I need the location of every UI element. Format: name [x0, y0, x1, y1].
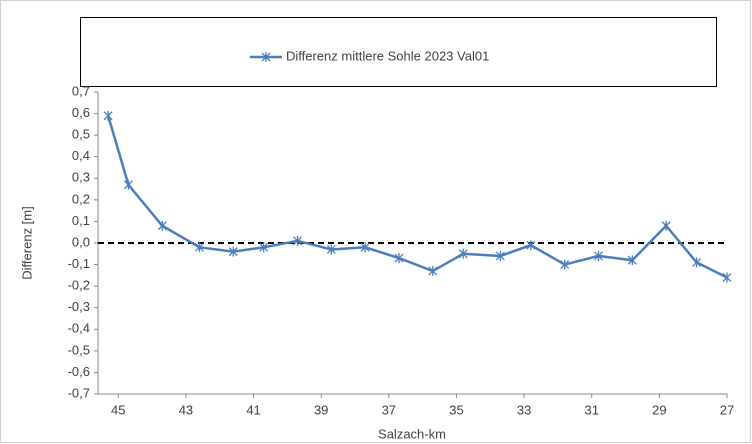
marker	[495, 250, 505, 261]
marker	[157, 220, 167, 231]
y-tick-label: 0,2	[72, 191, 90, 206]
y-tick-label: -0,3	[68, 299, 90, 314]
y-tick-label: -0,7	[68, 385, 90, 400]
y-tick-label: -0,2	[68, 278, 90, 293]
marker	[360, 242, 370, 253]
marker	[228, 246, 238, 257]
y-tick-label: 0,1	[72, 213, 90, 228]
marker	[594, 250, 603, 261]
y-tick-label: 0,6	[72, 105, 90, 120]
x-tick-label: 29	[652, 402, 666, 417]
marker	[458, 248, 468, 259]
series-line	[106, 115, 728, 279]
x-tick-label: 31	[584, 402, 598, 417]
y-tick-label: -0,6	[68, 364, 90, 379]
x-tick-label: 43	[179, 402, 193, 417]
y-tick-label: -0,4	[68, 321, 90, 336]
y-tick-label: -0,1	[68, 256, 90, 271]
marker	[428, 266, 438, 277]
marker	[326, 244, 336, 255]
marker	[103, 110, 113, 121]
marker	[661, 220, 671, 231]
marker	[194, 242, 204, 253]
y-tick-label: 0,5	[72, 127, 90, 142]
marker	[627, 255, 637, 266]
y-tick-label: -0,5	[68, 342, 90, 357]
marker	[560, 259, 570, 270]
x-axis-title: Salzach-km	[378, 426, 446, 441]
marker	[692, 257, 702, 268]
x-tick-label: 35	[449, 402, 463, 417]
marker	[394, 253, 404, 264]
x-tick-label: 39	[314, 402, 328, 417]
x-tick-label: 33	[517, 402, 531, 417]
marker	[123, 179, 133, 190]
marker	[293, 235, 302, 246]
marker	[526, 240, 536, 251]
y-tick-label: 0,0	[72, 234, 90, 249]
marker	[259, 242, 269, 253]
x-tick-label: 41	[246, 402, 260, 417]
legend-box	[80, 17, 717, 87]
x-tick-label: 45	[111, 402, 125, 417]
y-tick-label: 0,7	[72, 83, 90, 98]
legend-marker	[261, 52, 271, 62]
y-axis-title: Differenz [m]	[19, 206, 34, 279]
x-tick-label: 27	[720, 402, 734, 417]
y-tick-label: 0,4	[72, 148, 90, 163]
x-tick-label: 37	[382, 402, 396, 417]
y-tick-label: 0,3	[72, 170, 90, 185]
legend-label: Differenz mittlere Sohle 2023 Val01	[286, 48, 489, 63]
marker	[722, 272, 732, 283]
